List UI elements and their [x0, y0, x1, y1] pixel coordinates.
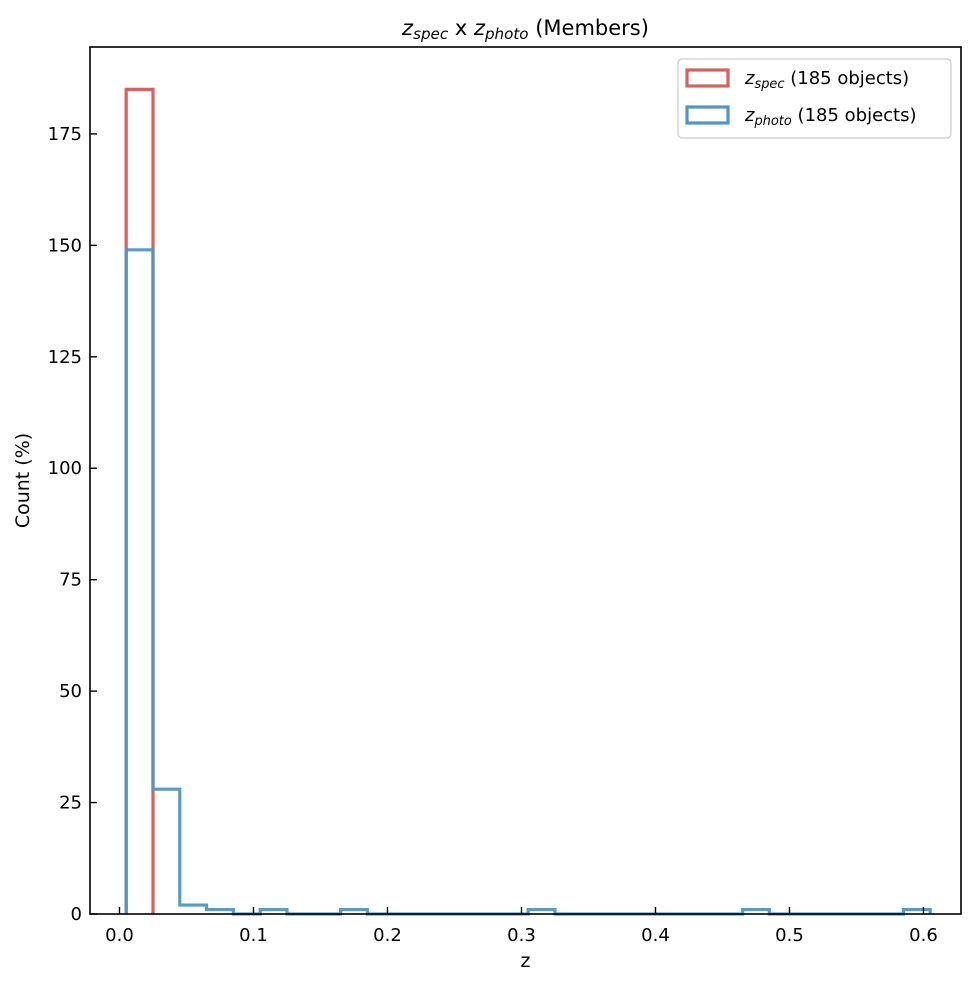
x-tick-label: 0.3 [507, 925, 536, 946]
x-tick-label: 0.5 [775, 925, 804, 946]
y-axis: 0 25 50 75 100 125 150 175 [48, 124, 97, 925]
y-tick-label: 125 [48, 347, 82, 368]
legend-box [677, 58, 952, 139]
x-axis-label: z [521, 950, 531, 972]
legend-entry-label: zspec (185 objects) [744, 68, 909, 92]
x-axis: 0.0 0.1 0.2 0.3 0.4 0.5 0.6 [105, 907, 938, 946]
chart-title: zspec x zphoto (Members) [401, 16, 649, 43]
y-tick-label: 0 [71, 904, 82, 925]
x-tick-label: 0.6 [909, 925, 938, 946]
legend: zspec (185 objects) zphoto (185 objects) [677, 58, 952, 139]
plot-area [89, 46, 962, 916]
x-tick-label: 0.0 [105, 925, 134, 946]
legend-entry-label: zphoto (185 objects) [744, 105, 917, 129]
y-tick-label: 100 [48, 458, 82, 479]
x-tick-label: 0.1 [239, 925, 268, 946]
x-tick-label: 0.4 [641, 925, 670, 946]
x-tick-label: 0.2 [373, 925, 402, 946]
y-tick-label: 50 [59, 681, 82, 702]
y-tick-label: 75 [59, 570, 82, 591]
plot-frame [89, 46, 962, 915]
y-tick-label: 150 [48, 235, 82, 256]
legend-swatch [685, 68, 730, 88]
y-axis-label: Count (%) [12, 433, 34, 528]
histogram-series-0 [124, 87, 155, 914]
legend-swatch [685, 105, 730, 125]
y-tick-label: 175 [48, 124, 82, 145]
histogram-series-1 [124, 248, 932, 916]
y-tick-label: 25 [59, 793, 82, 814]
